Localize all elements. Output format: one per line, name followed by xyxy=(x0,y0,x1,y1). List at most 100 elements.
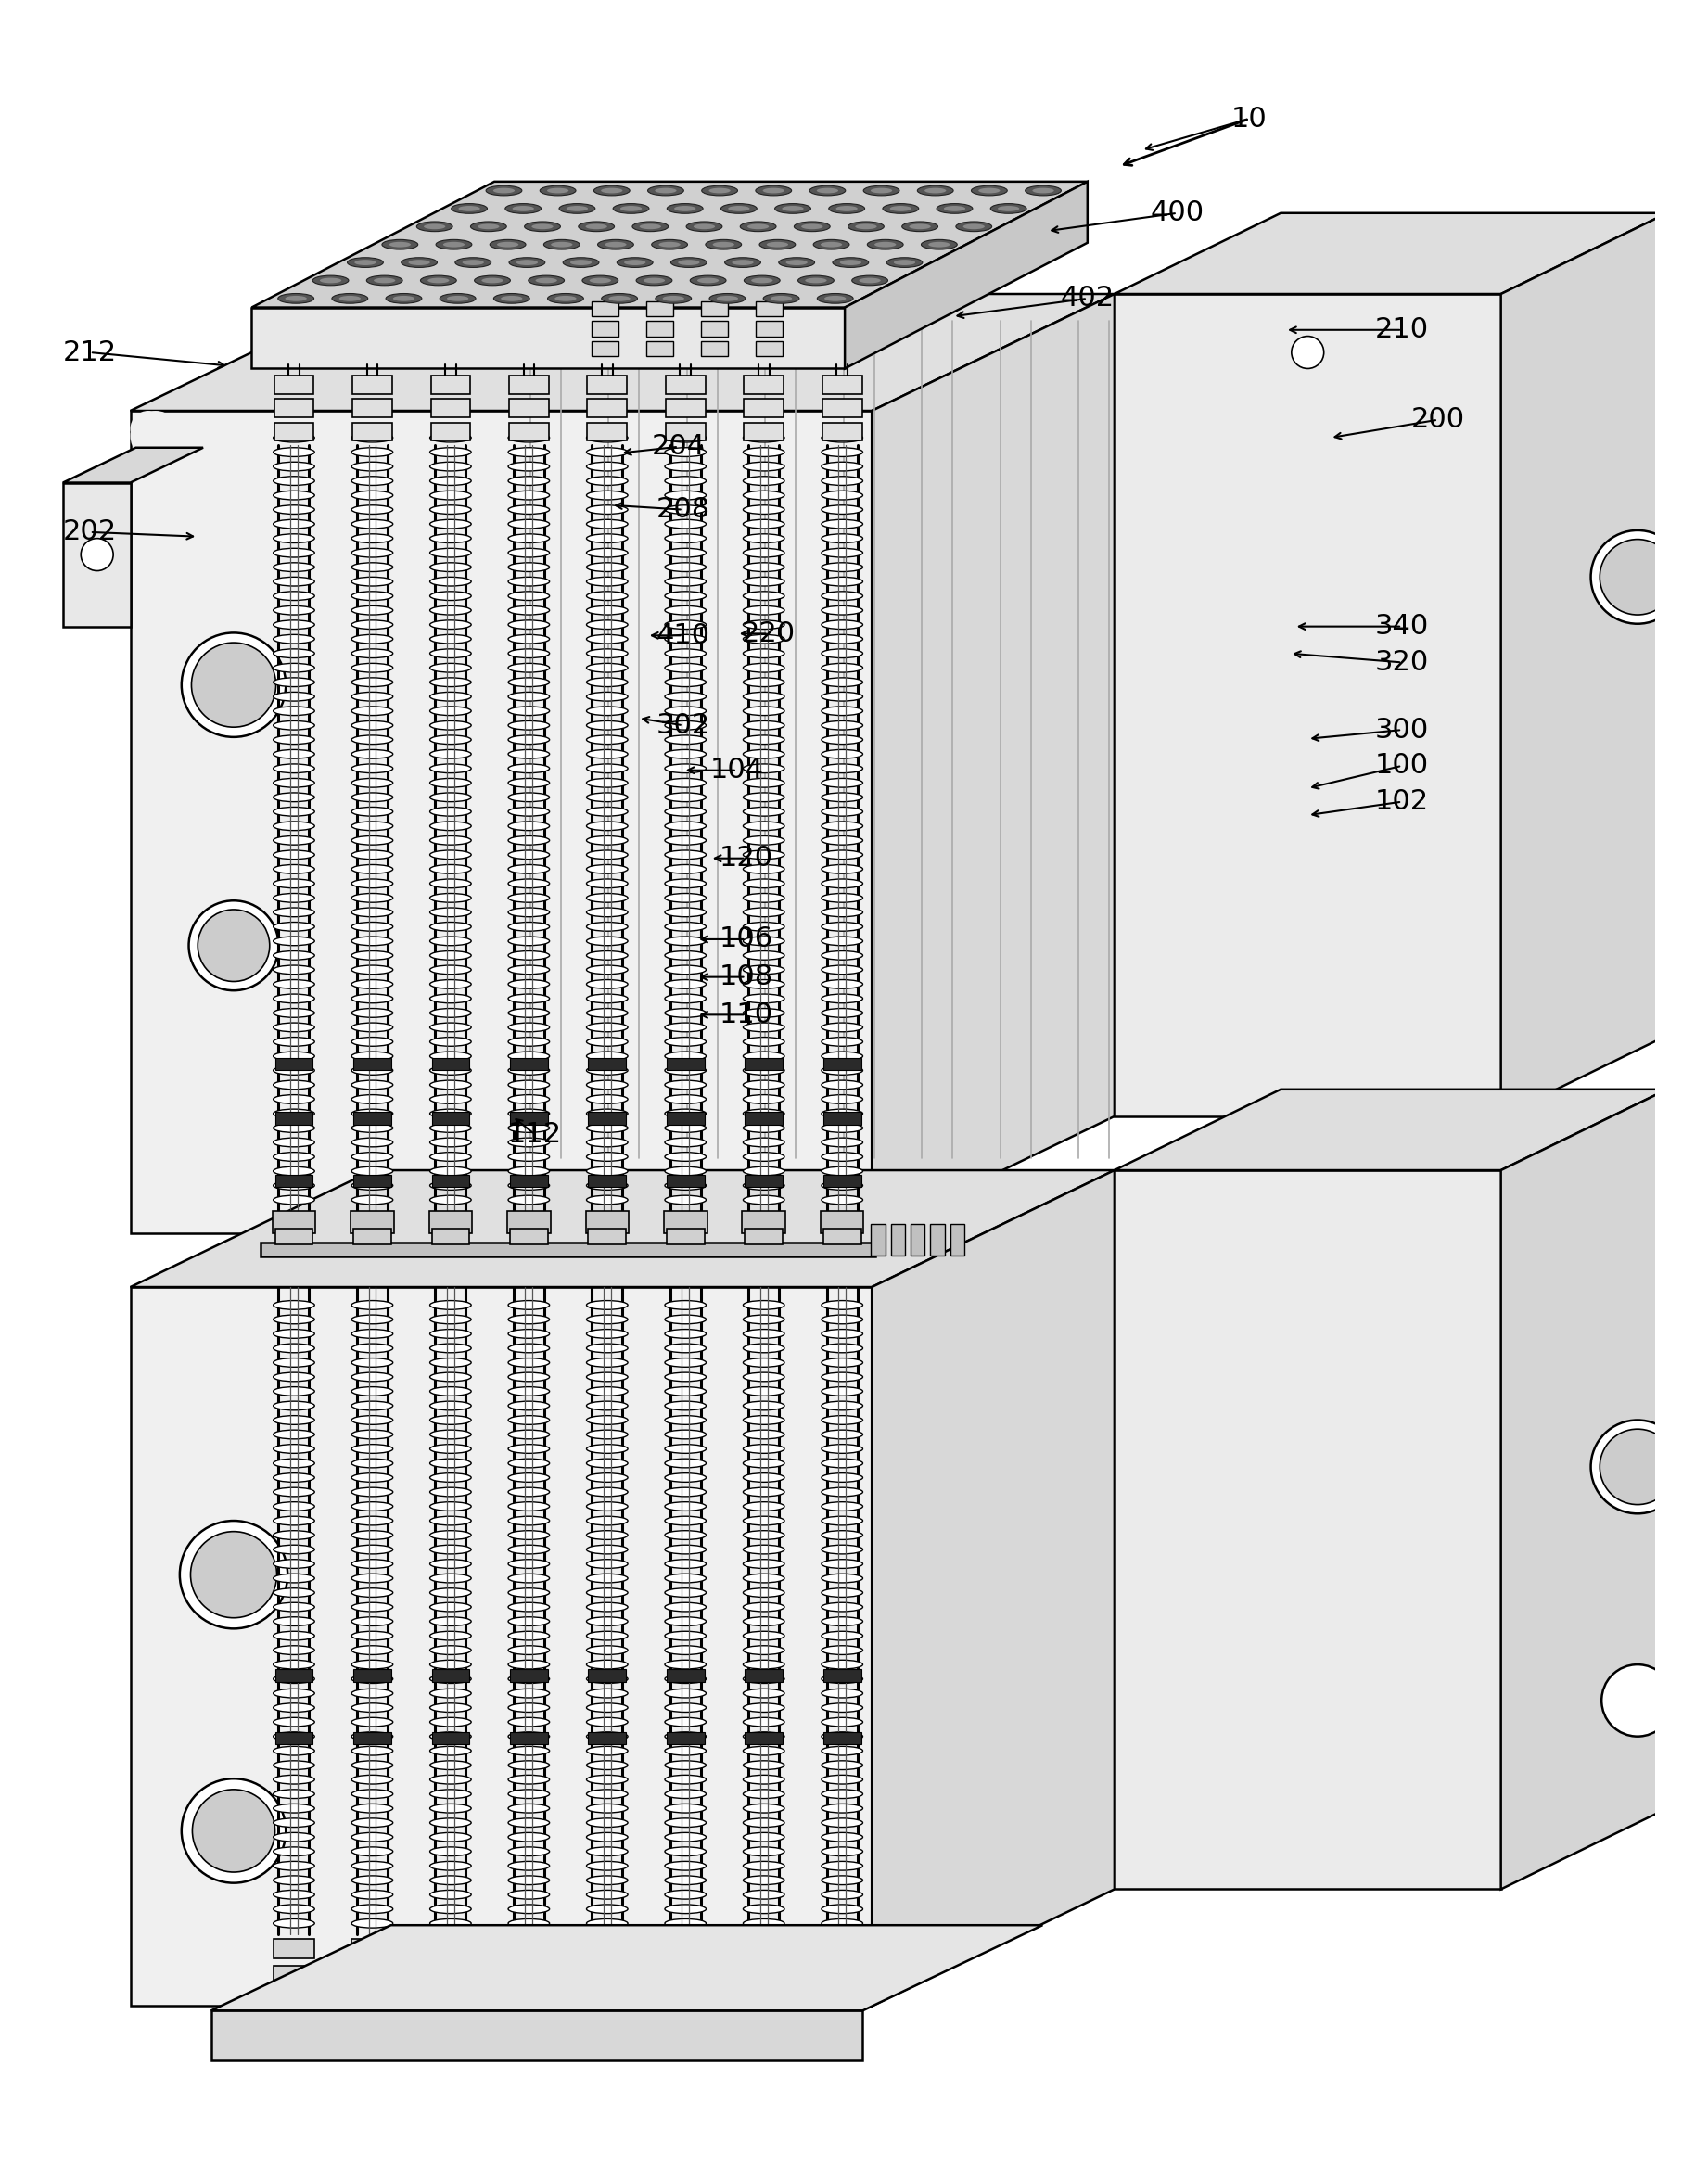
Bar xyxy=(273,1965,314,1985)
Ellipse shape xyxy=(531,223,553,230)
Ellipse shape xyxy=(743,648,784,659)
Ellipse shape xyxy=(664,1196,705,1205)
Ellipse shape xyxy=(273,449,314,457)
Ellipse shape xyxy=(273,1110,314,1118)
Ellipse shape xyxy=(352,979,393,988)
Ellipse shape xyxy=(430,1123,471,1133)
Ellipse shape xyxy=(430,1430,471,1439)
Bar xyxy=(700,340,728,355)
Ellipse shape xyxy=(586,1890,629,1898)
Ellipse shape xyxy=(273,1430,314,1439)
Ellipse shape xyxy=(822,880,863,888)
Ellipse shape xyxy=(664,1660,705,1669)
Ellipse shape xyxy=(743,778,784,787)
Ellipse shape xyxy=(430,750,471,758)
Ellipse shape xyxy=(639,223,661,230)
Ellipse shape xyxy=(509,1315,550,1324)
Ellipse shape xyxy=(743,1645,784,1656)
Ellipse shape xyxy=(586,865,629,873)
Ellipse shape xyxy=(664,1300,705,1309)
Ellipse shape xyxy=(586,1718,629,1727)
Ellipse shape xyxy=(743,548,784,557)
Ellipse shape xyxy=(430,1818,471,1827)
Ellipse shape xyxy=(586,635,629,644)
Ellipse shape xyxy=(743,1081,784,1090)
Ellipse shape xyxy=(664,663,705,672)
Ellipse shape xyxy=(273,936,314,945)
Ellipse shape xyxy=(509,1474,550,1482)
Ellipse shape xyxy=(822,691,863,702)
Ellipse shape xyxy=(352,1560,393,1569)
Ellipse shape xyxy=(586,563,629,572)
Ellipse shape xyxy=(509,1846,550,1855)
Ellipse shape xyxy=(979,189,1001,193)
Bar xyxy=(871,1224,885,1255)
Ellipse shape xyxy=(509,1803,550,1814)
Ellipse shape xyxy=(430,995,471,1003)
Bar xyxy=(588,1175,627,1188)
Ellipse shape xyxy=(743,1517,784,1526)
Bar xyxy=(432,1731,470,1744)
Bar xyxy=(432,1229,470,1244)
Ellipse shape xyxy=(430,1110,471,1118)
Ellipse shape xyxy=(509,1645,550,1656)
Ellipse shape xyxy=(822,1530,863,1539)
Ellipse shape xyxy=(822,1051,863,1060)
Ellipse shape xyxy=(664,592,705,600)
Ellipse shape xyxy=(664,678,705,687)
Ellipse shape xyxy=(352,1731,393,1740)
Ellipse shape xyxy=(664,533,705,544)
Ellipse shape xyxy=(822,607,863,615)
Ellipse shape xyxy=(608,295,630,301)
Ellipse shape xyxy=(430,1094,471,1103)
Ellipse shape xyxy=(822,1747,863,1755)
Polygon shape xyxy=(251,182,1088,308)
Ellipse shape xyxy=(822,1430,863,1439)
Ellipse shape xyxy=(586,1315,629,1324)
Bar xyxy=(352,1965,393,1985)
Ellipse shape xyxy=(721,204,757,215)
Ellipse shape xyxy=(352,505,393,514)
Ellipse shape xyxy=(586,1833,629,1842)
Ellipse shape xyxy=(352,893,393,901)
Polygon shape xyxy=(1114,1170,1501,1890)
Ellipse shape xyxy=(1025,186,1061,195)
Ellipse shape xyxy=(743,1890,784,1898)
Ellipse shape xyxy=(664,836,705,845)
Ellipse shape xyxy=(664,923,705,932)
Ellipse shape xyxy=(430,923,471,932)
Ellipse shape xyxy=(509,1181,550,1190)
Ellipse shape xyxy=(374,277,395,284)
Ellipse shape xyxy=(509,923,550,932)
Ellipse shape xyxy=(743,1846,784,1855)
Ellipse shape xyxy=(509,1023,550,1031)
Ellipse shape xyxy=(586,462,629,470)
Ellipse shape xyxy=(130,412,166,446)
Ellipse shape xyxy=(664,1775,705,1783)
Ellipse shape xyxy=(509,1560,550,1569)
Bar xyxy=(354,1112,391,1125)
Ellipse shape xyxy=(579,221,615,232)
Ellipse shape xyxy=(822,1402,863,1411)
Ellipse shape xyxy=(352,1166,393,1177)
Bar xyxy=(588,399,627,416)
Ellipse shape xyxy=(430,1920,471,1929)
Ellipse shape xyxy=(352,1645,393,1656)
Bar xyxy=(354,1669,391,1682)
Ellipse shape xyxy=(352,576,393,585)
Ellipse shape xyxy=(963,223,984,230)
Bar xyxy=(822,1965,863,1985)
Ellipse shape xyxy=(798,275,834,286)
Ellipse shape xyxy=(430,1402,471,1411)
Ellipse shape xyxy=(586,793,629,802)
Ellipse shape xyxy=(273,735,314,743)
Ellipse shape xyxy=(586,1790,629,1799)
Bar xyxy=(664,1211,707,1233)
Ellipse shape xyxy=(273,1718,314,1727)
Ellipse shape xyxy=(586,1502,629,1510)
Ellipse shape xyxy=(664,691,705,702)
Ellipse shape xyxy=(430,1445,471,1454)
Ellipse shape xyxy=(430,1181,471,1190)
Ellipse shape xyxy=(972,186,1008,195)
Bar xyxy=(509,399,548,416)
